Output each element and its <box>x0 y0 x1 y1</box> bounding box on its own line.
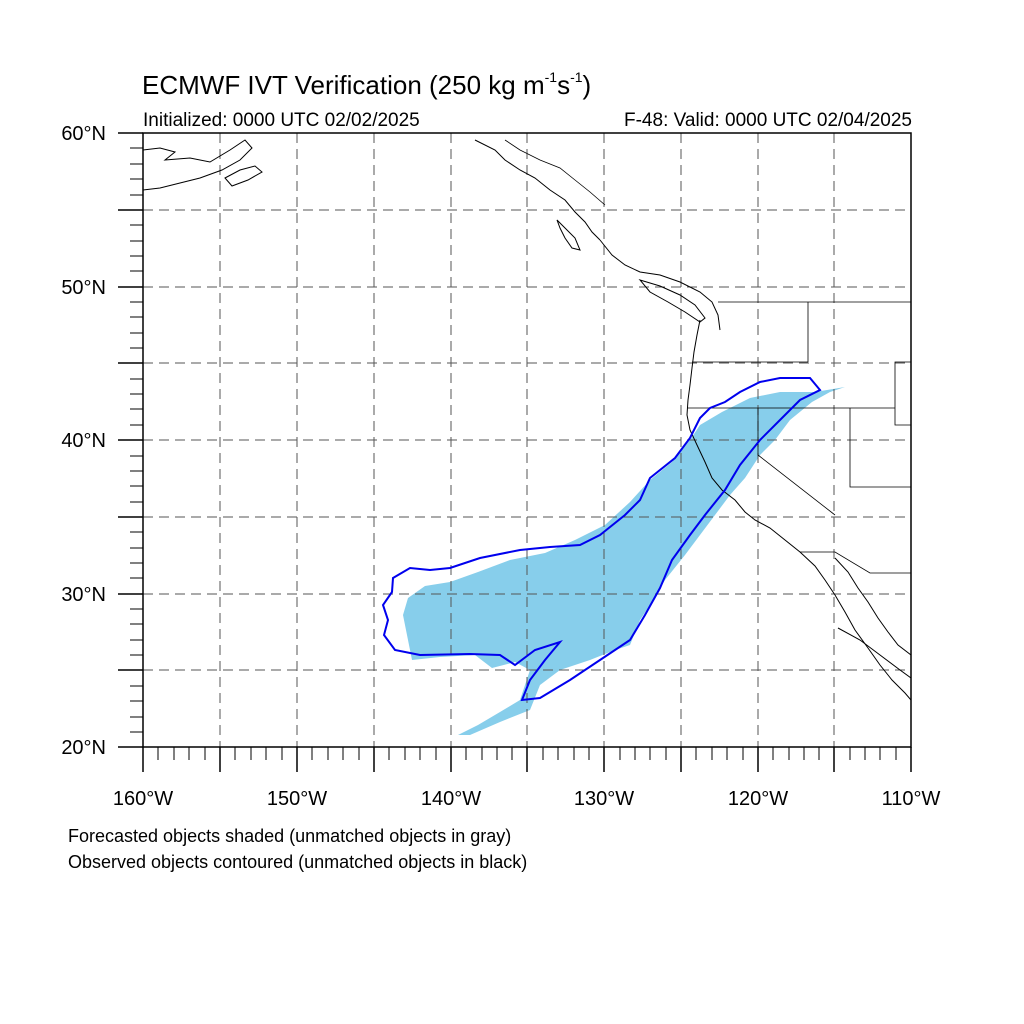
graticule <box>143 133 911 747</box>
haida-gwaii <box>556 219 581 251</box>
gulf-of-california-coast <box>834 557 911 656</box>
lat-major-ticks <box>118 132 143 748</box>
lon-label-130w: 130°W <box>574 788 634 810</box>
alaska-bc-border <box>504 139 606 206</box>
lat-label-50: 50°N <box>61 277 106 299</box>
lon-label-140w: 140°W <box>421 788 481 810</box>
alaska-panhandle-coast <box>474 139 601 241</box>
valid-time-label: F-48: Valid: 0000 UTC 02/04/2025 <box>624 110 912 131</box>
map-title: ECMWF IVT Verification (250 kg m-1s-1) <box>142 69 592 100</box>
forecast-caption: Forecasted objects shaded (unmatched obj… <box>68 826 512 846</box>
mexico-mainland-coast <box>837 627 911 679</box>
vancouver-island <box>638 279 706 323</box>
lon-label-110w: 110°W <box>882 788 941 810</box>
lat-label-60: 60°N <box>61 123 106 145</box>
lat-minor-ticks <box>130 147 143 733</box>
lon-label-150w: 150°W <box>267 788 327 810</box>
west-coast-us <box>686 319 911 701</box>
lat-label-40: 40°N <box>61 430 106 452</box>
bc-coast <box>599 239 721 331</box>
lon-label-160w: 160°W <box>113 788 173 810</box>
observed-caption: Observed objects contoured (unmatched ob… <box>68 852 528 872</box>
lon-minor-ticks <box>157 747 897 760</box>
lon-major-ticks <box>142 747 912 772</box>
observed-object-contour <box>381 377 822 702</box>
lat-label-20: 20°N <box>61 737 106 759</box>
kodiak-island <box>224 165 263 187</box>
initialized-label: Initialized: 0000 UTC 02/02/2025 <box>143 110 420 131</box>
alaska-peninsula-coast <box>143 139 253 191</box>
lat-label-30: 30°N <box>61 584 106 606</box>
lon-label-120w: 120°W <box>728 788 788 810</box>
us-mexico-border <box>800 551 911 574</box>
